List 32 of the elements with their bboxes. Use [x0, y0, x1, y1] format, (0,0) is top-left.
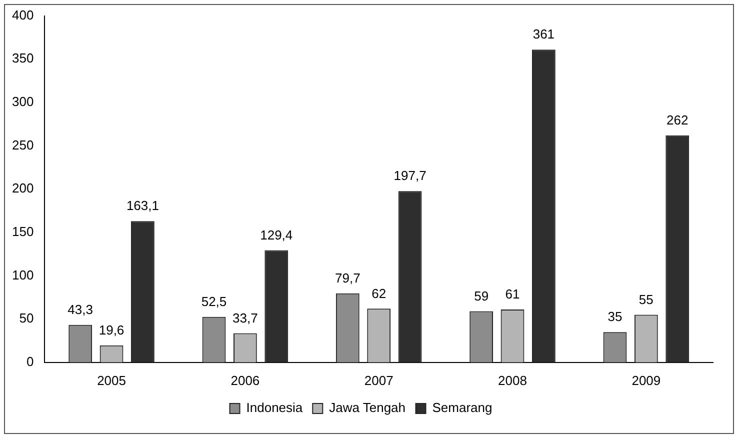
data-label: 197,7 — [394, 168, 426, 184]
y-tick-label: 200 — [12, 180, 34, 196]
y-tick-label: 400 — [12, 7, 34, 22]
y-tick-label: 50 — [19, 310, 34, 326]
data-label: 59 — [474, 288, 489, 304]
legend-label: Semarang — [432, 400, 492, 416]
data-label: 61 — [505, 286, 520, 302]
data-label: 33,7 — [232, 310, 258, 326]
y-tick-label: 0 — [26, 354, 34, 369]
y-tick-label: 100 — [12, 267, 34, 282]
data-label: 55 — [638, 292, 654, 307]
data-label: 43,3 — [68, 302, 93, 317]
legend-label: Indonesia — [246, 400, 304, 416]
data-label: 163,1 — [126, 198, 159, 214]
x-tick-label: 2005 — [97, 372, 126, 388]
x-tick-label: 2006 — [230, 372, 260, 388]
y-tick-label: 150 — [12, 224, 34, 240]
data-label: 19,6 — [98, 322, 124, 338]
x-tick-label: 2007 — [364, 372, 394, 388]
y-tick-label: 350 — [12, 50, 34, 66]
data-label: 62 — [372, 286, 386, 301]
x-tick-label: 2009 — [632, 372, 661, 388]
legend-label: Jawa Tengah — [329, 400, 406, 416]
data-label: 52,5 — [201, 294, 227, 309]
data-label: 129,4 — [260, 227, 293, 242]
y-tick-label: 250 — [12, 137, 34, 152]
data-label: 79,7 — [335, 270, 360, 286]
y-tick-label: 300 — [12, 94, 34, 110]
data-label: 361 — [532, 26, 555, 42]
x-tick-label: 2008 — [498, 372, 527, 388]
data-label: 262 — [666, 112, 688, 128]
data-label: 35 — [608, 309, 622, 324]
